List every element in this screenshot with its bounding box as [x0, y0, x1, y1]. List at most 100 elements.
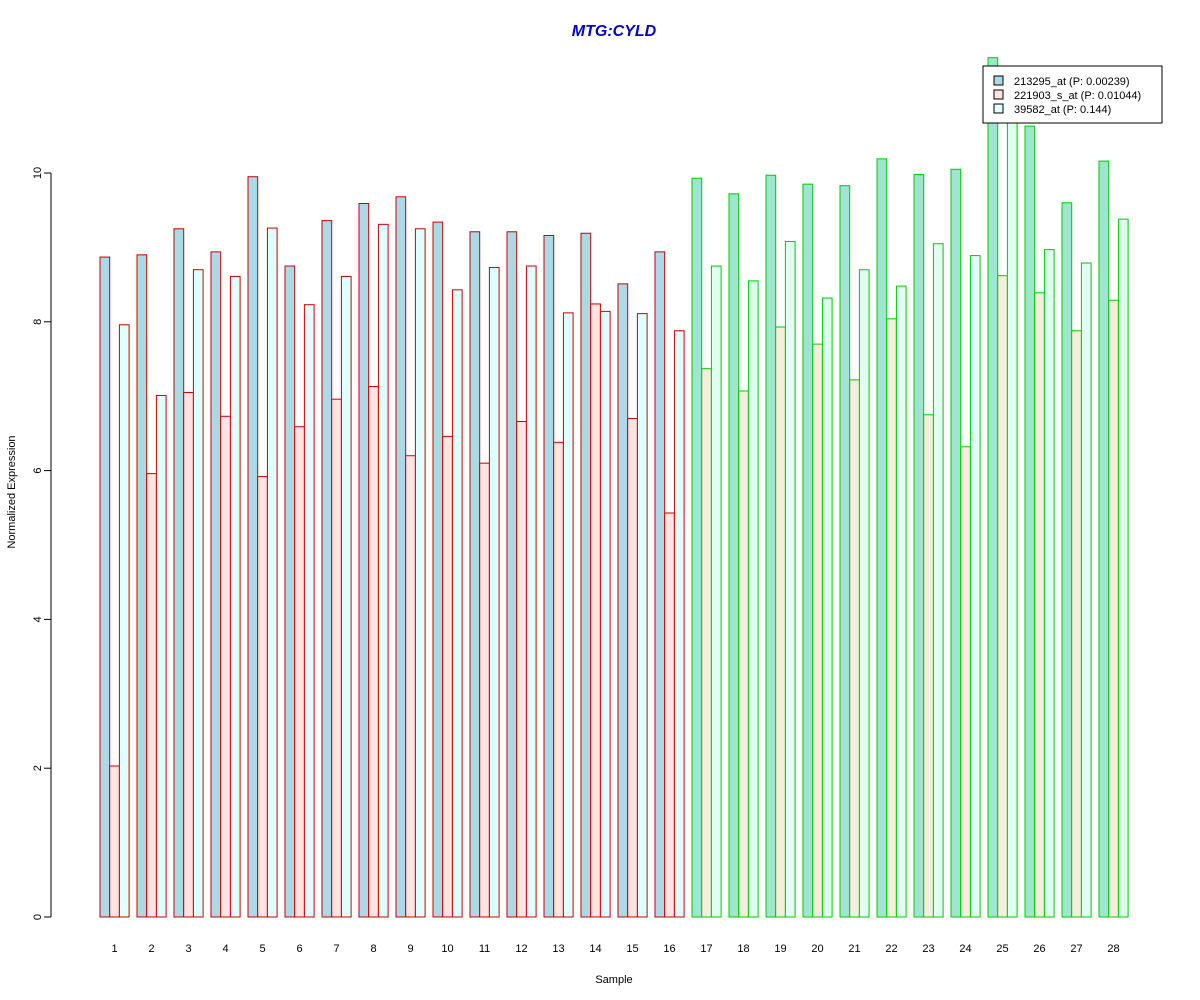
bar: [192, 269, 204, 918]
bar: [664, 512, 675, 918]
bars-group: [99, 57, 1129, 918]
x-tick-label: 28: [1107, 943, 1119, 955]
bar: [876, 158, 888, 918]
bar: [765, 174, 777, 918]
bar: [932, 243, 944, 918]
legend-label: 39582_at (P: 0.144): [1014, 104, 1111, 116]
bar: [488, 266, 500, 918]
y-tick-label: 6: [32, 468, 44, 474]
bar: [247, 176, 259, 918]
x-tick-label: 8: [370, 943, 376, 955]
x-tick-label: 15: [626, 943, 638, 955]
legend-swatch: [993, 75, 1004, 86]
bar: [451, 289, 463, 918]
bar: [747, 280, 759, 918]
bar: [1080, 262, 1092, 918]
y-tick-label: 0: [32, 914, 44, 920]
y-tick-label: 10: [32, 167, 44, 179]
bar: [358, 203, 370, 918]
bar: [636, 313, 648, 918]
bar: [146, 473, 157, 918]
bar: [405, 455, 416, 918]
bar: [673, 330, 685, 918]
legend-swatch: [993, 89, 1004, 100]
bar: [525, 265, 537, 918]
x-tick-label: 2: [148, 943, 154, 955]
bar: [1117, 218, 1129, 918]
x-tick-label: 27: [1070, 943, 1082, 955]
bar: [886, 318, 897, 918]
x-tick-label: 25: [996, 943, 1008, 955]
bar: [506, 231, 518, 918]
bar: [377, 223, 389, 918]
legend-label: 213295_at (P: 0.00239): [1014, 76, 1130, 88]
bar: [1071, 330, 1082, 918]
x-tick-label: 26: [1033, 943, 1045, 955]
bar: [784, 240, 796, 918]
x-tick-label: 11: [479, 943, 490, 955]
bar: [802, 183, 814, 918]
y-tick-label: 4: [32, 616, 44, 622]
bar: [728, 193, 740, 918]
y-axis-label: Normalized Expression: [6, 435, 18, 548]
bar: [562, 312, 574, 918]
y-tick-label: 8: [32, 319, 44, 325]
bar: [738, 390, 749, 918]
x-tick-label: 16: [663, 943, 675, 955]
bar: [183, 391, 194, 918]
bar: [229, 275, 241, 918]
bar: [849, 379, 860, 918]
bar: [987, 57, 999, 918]
bar: [950, 168, 962, 918]
bar: [220, 415, 231, 918]
bar: [590, 303, 601, 918]
bar: [173, 228, 185, 918]
bar: [1043, 249, 1055, 918]
bar: [895, 285, 907, 918]
bar: [155, 394, 167, 918]
x-tick-label: 9: [407, 943, 413, 955]
bar: [340, 275, 352, 918]
x-tick-label: 20: [811, 943, 823, 955]
bar: [1108, 299, 1119, 918]
bar: [553, 441, 564, 918]
bar: [1098, 160, 1110, 918]
bar: [1061, 202, 1073, 918]
bar: [442, 435, 453, 918]
bar: [99, 256, 111, 918]
x-tick-label: 10: [441, 943, 453, 955]
x-axis-label: Sample: [595, 974, 632, 986]
bar: [284, 265, 296, 918]
bar: [599, 310, 611, 918]
legend: 213295_at (P: 0.00239) 221903_s_at (P: 0.…: [982, 65, 1163, 124]
bar: [1034, 292, 1045, 918]
bar: [960, 446, 971, 918]
bar: [479, 462, 490, 918]
bar: [469, 231, 481, 918]
bar: [109, 765, 120, 918]
bar: [913, 173, 925, 918]
bar: [812, 343, 823, 918]
bar: [839, 185, 851, 918]
bar: [923, 414, 934, 918]
x-tick-label: 13: [552, 943, 564, 955]
bar: [543, 234, 555, 918]
bar: [701, 368, 712, 918]
bar: [617, 283, 629, 918]
x-tick-label: 17: [700, 943, 712, 955]
bar: [858, 269, 870, 918]
x-tick-labels: 1 2 3 4 5 6 7 8 9 10 11 12 13 14 15 16 17 18 19 20 21 22 23 24 2…: [111, 943, 1119, 955]
bar: [331, 398, 342, 918]
bar: [580, 232, 592, 918]
x-tick-label: 23: [922, 943, 934, 955]
bar: [414, 228, 426, 918]
bar: [775, 326, 786, 918]
bar: [266, 227, 278, 918]
bar: [654, 251, 666, 918]
x-tick-label: 1: [111, 943, 117, 955]
x-tick-label: 19: [774, 943, 786, 955]
bar: [997, 275, 1008, 918]
bar: [710, 265, 722, 918]
bar: [321, 220, 333, 918]
